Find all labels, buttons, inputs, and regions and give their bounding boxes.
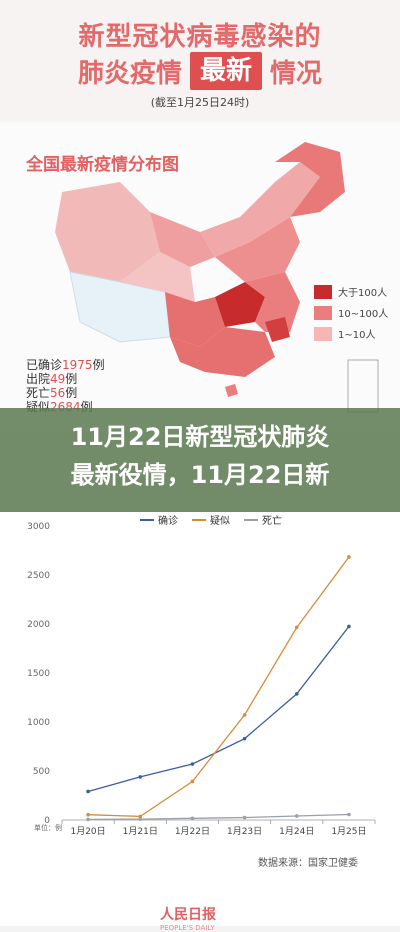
x-tick-label: 1月24日 [279,826,314,837]
map-region-qinghai [120,252,195,302]
map-region-north [215,217,300,282]
south-china-sea-inset [347,359,379,413]
map-region-inner-mongolia [200,162,320,257]
series-point-2 [138,817,143,821]
map-region-sichuan [165,292,225,347]
series-point-1 [190,779,195,784]
map-region-south [170,327,275,377]
series-point-0 [242,736,247,741]
logo-sub: PEOPLE'S DAILY [160,924,215,932]
series-point-0 [138,775,143,779]
map-title: 全国最新疫情分布图 [26,155,179,175]
x-tick-label: 1月22日 [175,826,210,837]
title-highlight-box: 最新 [189,52,262,90]
legend-swatch-high [314,284,332,299]
series-point-0 [190,762,195,766]
stat-discharged: 出院49例 [26,372,78,386]
headline-overlay[interactable]: 11月22日新型冠状肺炎 最新役情，11月22日新 [0,408,400,512]
subtitle: (截至1月25日24时) [150,96,250,109]
y-tick-label: 3000 [27,522,50,532]
chart-section: 确诊 疑似 死亡 0 500 1000 1500 2000 2500 3000 1月20日 1月… [0,512,400,932]
map-region-east [245,272,300,332]
series-point-2 [294,814,299,818]
y-tick-label: 0 [44,816,50,826]
x-tick-label: 1月20日 [70,826,105,837]
map-region-northeast [275,142,345,217]
y-tick-label: 1000 [27,718,50,728]
map-region-xinjiang [55,182,160,282]
map-region-hainan [225,384,238,397]
headline-line1: 11月22日新型冠状肺炎 [70,423,330,451]
y-tick-label: 500 [33,767,50,777]
series-line-1 [88,556,350,818]
legend-swatch-mid [314,305,332,320]
series-point-1 [294,625,299,630]
series-point-0 [294,692,299,696]
x-tick-label: 1月23日 [227,826,262,837]
series-point-1 [242,713,247,717]
title-line2-right: 情况 [270,58,323,89]
series-point-1 [86,812,90,817]
legend-item-mid: 10~100人 [314,305,388,320]
map-region-hubei [215,282,265,327]
series-point-2 [190,816,195,821]
series-point-0 [86,789,90,794]
stat-confirmed: 已确诊1975例 [26,358,105,372]
legend-swatch-low [314,326,332,341]
chart-legend-label-suspected: 疑似 [210,516,230,527]
map-legend: 大于100人 10~100人 1~10人 [314,284,388,347]
title-line2-left: 肺炎疫情 [77,58,182,89]
series-point-2 [347,812,351,817]
headline-line2: 最新役情，11月22日新 [70,461,330,489]
logo-text: 人民日报 [160,907,216,923]
chart-legend-item-confirmed: 确诊 [140,512,178,527]
series-point-2 [242,815,247,820]
series-point-2 [86,817,90,822]
unit-label: 单位：例 [34,823,62,832]
peoples-daily-logo: 人民日报 PEOPLE'S DAILY [160,904,216,932]
chart-legend-line-suspected [192,518,206,521]
series-point-1 [347,555,351,559]
line-chart: 0 500 1000 1500 2000 2500 3000 1月20日 1月21日 1月22日 1… [27,522,376,837]
series-point-0 [347,624,351,629]
legend-label-mid: 10~100人 [338,309,389,320]
legend-item-low: 1~10人 [314,326,388,341]
y-tick-label: 2000 [27,620,50,630]
chart-legend: 确诊 疑似 死亡 [140,512,282,527]
chart-legend-item-deaths: 死亡 [244,512,282,527]
chart-legend-line-confirmed [140,518,154,521]
series-line-2 [88,813,349,821]
china-map [55,142,379,413]
x-tick-label: 1月25日 [331,826,366,837]
legend-label-low: 1~10人 [338,330,376,341]
chart-legend-line-deaths [244,518,258,521]
y-tick-label: 2500 [27,571,50,581]
series-point-1 [138,814,143,819]
legend-item-high: 大于100人 [314,284,388,299]
stat-deaths: 死亡56例 [26,386,78,400]
x-tick-label: 1月21日 [123,826,158,837]
map-region-gansu [150,212,215,267]
y-tick-label: 1500 [27,669,50,679]
legend-label-high: 大于100人 [338,288,388,299]
data-source: 数据来源：国家卫健委 [258,858,358,869]
map-region-zhejiang [265,317,290,342]
title-line1: 新型冠状病毒感染的 [78,22,322,52]
chart-legend-label-confirmed: 确诊 [158,516,178,527]
chart-legend-label-deaths: 死亡 [262,516,282,527]
map-section: 全国最新疫情分布图 大于100人 10~100 [0,122,400,432]
chart-legend-item-suspected: 疑似 [192,512,230,527]
series-line-0 [87,626,350,793]
title-line2: 肺炎疫情 最新 情况 [0,52,400,90]
stats-list: 已确诊1975例 出院49例 死亡56例 疑似2684例 [26,358,105,414]
header: 新型冠状病毒感染的 肺炎疫情 最新 情况 (截至1月25日24时) [0,0,400,122]
